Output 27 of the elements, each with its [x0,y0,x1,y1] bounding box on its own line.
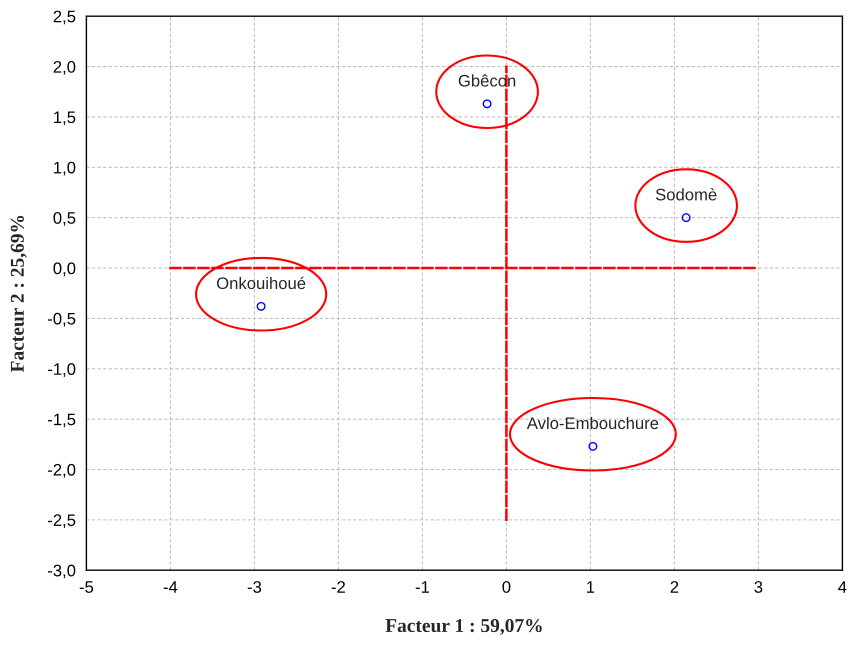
y-tick-label: -3,0 [48,564,76,578]
x-tick-label: 1 [587,581,594,593]
x-tick-label: -2 [332,581,345,593]
x-tick-label: 2 [670,581,678,593]
y-tick-label: 0,0 [53,262,76,276]
x-tick-label: -3 [248,581,262,593]
y-tick-label: -2,5 [48,514,76,528]
annotation: Avlo-Embouchure [526,416,658,430]
y-tick-label: -1,5 [48,414,76,428]
x-axis-title: Facteur 1 : 59,07% [386,618,542,635]
x-tick-label: 4 [838,581,847,593]
y-axis-title: Facteur 2 : 25,69% [10,216,27,372]
y-tick-label: 2,0 [54,60,76,75]
y-tick-label: 0,5 [53,212,76,226]
y-tick-label: -0,5 [48,312,76,327]
y-tick-label: 1,5 [54,112,76,126]
x-tick-label: -1 [416,581,429,593]
y-tick-label: -1,0 [48,363,76,377]
y-tick-label: -2,0 [48,464,76,478]
y-tick-label: 2,5 [54,10,76,24]
annotation: Onkouihoué [216,276,306,290]
annotation: Sodomè [656,188,716,200]
x-tick-label: 3 [754,581,762,593]
x-tick-label: 0 [502,581,510,593]
x-tick-label: -4 [164,581,178,593]
y-tick-label: 1,0 [54,162,76,176]
x-tick-label: -5 [80,581,94,593]
